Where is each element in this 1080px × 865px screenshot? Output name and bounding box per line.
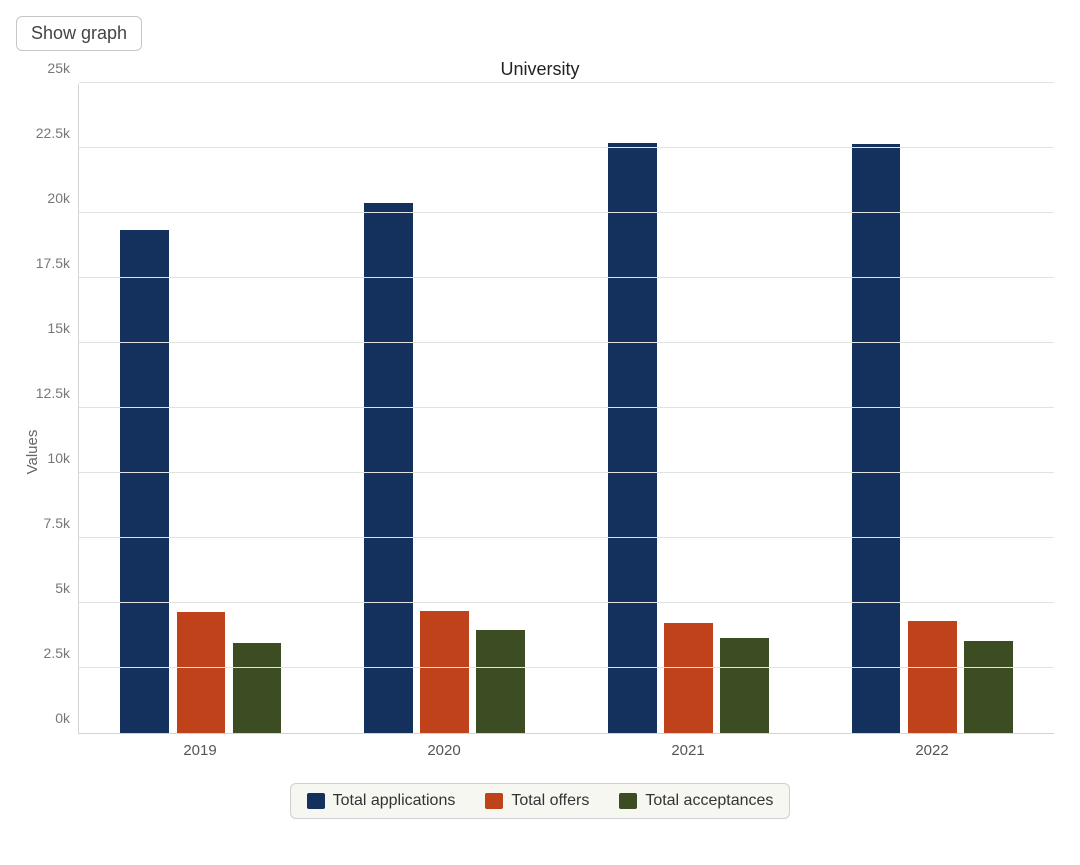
legend-label: Total offers (511, 792, 589, 810)
bar-group (79, 84, 323, 733)
chart-title: University (16, 59, 1064, 80)
show-graph-button[interactable]: Show graph (16, 16, 142, 51)
y-tick-label: 5k (55, 580, 70, 596)
grid-line (79, 407, 1054, 408)
grid-line (79, 212, 1054, 213)
grid-line (79, 472, 1054, 473)
bar (720, 638, 769, 733)
grid-line (79, 277, 1054, 278)
x-tick-label: 2021 (566, 734, 810, 759)
legend-item: Total applications (307, 792, 456, 810)
y-tick-label: 17.5k (36, 255, 70, 271)
x-axis-labels: 2019202020212022 (78, 734, 1054, 759)
bar (476, 630, 525, 733)
chart-area: Values 0k2.5k5k7.5k10k12.5k15k17.5k20k22… (16, 84, 1064, 819)
legend-item: Total acceptances (619, 792, 773, 810)
y-tick-label: 7.5k (44, 515, 70, 531)
bar-group (567, 84, 811, 733)
legend-item: Total offers (485, 792, 589, 810)
bar-group (810, 84, 1054, 733)
chart-plot (78, 84, 1054, 734)
legend-swatch (619, 793, 637, 809)
y-axis-labels: 0k2.5k5k7.5k10k12.5k15k17.5k20k22.5k25k (16, 84, 78, 734)
y-tick-label: 25k (47, 60, 70, 76)
bar (608, 143, 657, 733)
bar (177, 612, 226, 733)
grid-line (79, 147, 1054, 148)
bar (120, 230, 169, 733)
grid-line (79, 667, 1054, 668)
legend-swatch (307, 793, 325, 809)
bar (233, 643, 282, 733)
chart-legend: Total applications Total offers Total acce… (290, 783, 791, 819)
bar (852, 144, 901, 733)
x-tick-label: 2019 (78, 734, 322, 759)
bar (420, 611, 469, 733)
x-tick-label: 2020 (322, 734, 566, 759)
y-tick-label: 15k (47, 320, 70, 336)
y-tick-label: 22.5k (36, 125, 70, 141)
legend-label: Total acceptances (645, 792, 773, 810)
bar (908, 621, 957, 733)
legend-label: Total applications (333, 792, 456, 810)
grid-line (79, 537, 1054, 538)
bar (964, 641, 1013, 733)
legend-swatch (485, 793, 503, 809)
y-tick-label: 20k (47, 190, 70, 206)
bar (364, 203, 413, 733)
grid-line (79, 82, 1054, 83)
x-tick-label: 2022 (810, 734, 1054, 759)
grid-line (79, 342, 1054, 343)
y-tick-label: 0k (55, 710, 70, 726)
grid-line (79, 602, 1054, 603)
y-tick-label: 12.5k (36, 385, 70, 401)
bar-group (323, 84, 567, 733)
y-tick-label: 2.5k (44, 645, 70, 661)
bar (664, 623, 713, 734)
y-tick-label: 10k (47, 450, 70, 466)
